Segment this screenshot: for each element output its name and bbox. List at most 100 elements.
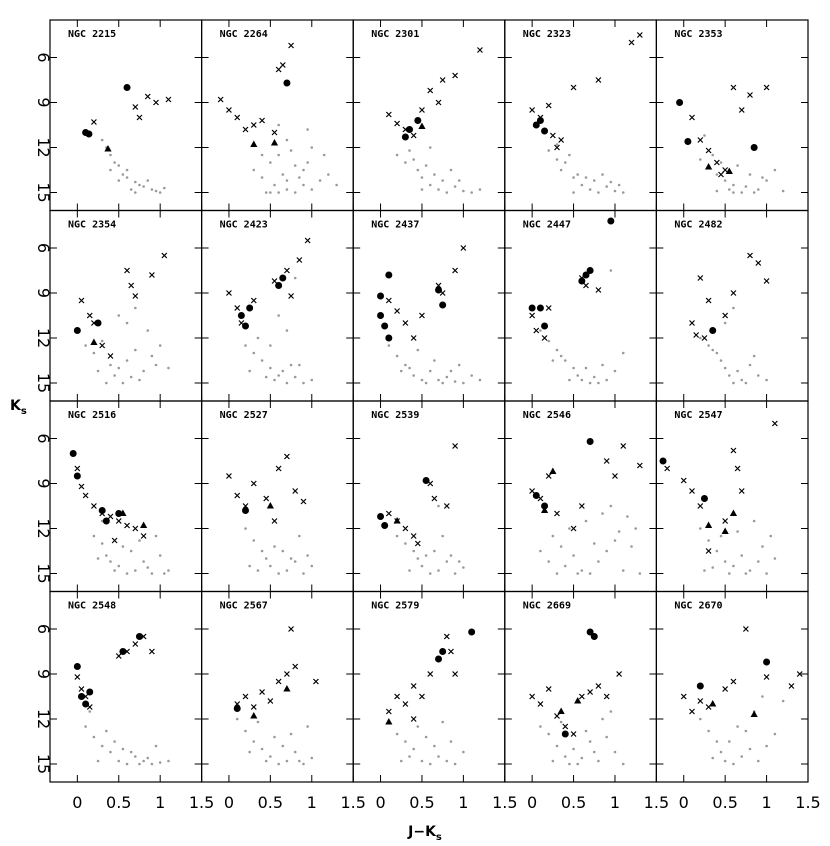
dot xyxy=(395,534,399,538)
dot xyxy=(449,168,453,172)
dot xyxy=(601,717,604,721)
dot xyxy=(293,191,297,194)
cross xyxy=(284,453,290,460)
dot xyxy=(711,566,715,569)
cross xyxy=(742,626,749,632)
cross xyxy=(259,117,265,124)
dot xyxy=(404,363,407,367)
cross xyxy=(90,503,97,509)
dot xyxy=(732,564,735,568)
dot xyxy=(100,138,104,142)
cross xyxy=(549,132,556,139)
cross xyxy=(263,495,270,502)
x-tick-label: 1 xyxy=(458,793,468,812)
dot xyxy=(335,183,338,187)
dot xyxy=(462,566,465,569)
dot xyxy=(773,732,777,736)
dot xyxy=(310,756,314,760)
dot xyxy=(703,569,706,572)
triangle xyxy=(90,338,98,345)
dot xyxy=(269,161,272,164)
dot xyxy=(158,761,162,764)
dot xyxy=(84,344,87,347)
dot xyxy=(761,695,764,698)
filled-circle xyxy=(536,304,544,312)
dot xyxy=(285,569,289,572)
dot xyxy=(129,750,133,754)
dot xyxy=(260,359,264,362)
dot xyxy=(462,750,465,754)
filled-circle xyxy=(696,682,704,690)
x-tick-label: 1.5 xyxy=(340,793,365,812)
x-tick-label: 0 xyxy=(679,793,689,812)
dot xyxy=(105,554,108,557)
dot xyxy=(605,549,608,553)
dot xyxy=(109,168,112,172)
dot xyxy=(134,755,137,758)
cross xyxy=(697,698,704,704)
dot xyxy=(121,747,125,751)
dot xyxy=(117,314,121,317)
dot xyxy=(728,374,731,377)
dot xyxy=(584,176,588,179)
cross xyxy=(595,77,602,83)
cross xyxy=(107,353,114,359)
dot xyxy=(113,740,116,743)
dot xyxy=(621,762,625,766)
triangle xyxy=(709,700,717,707)
dot xyxy=(125,762,129,766)
panel: NGC 2546 xyxy=(504,400,657,593)
dot xyxy=(453,762,457,766)
cross xyxy=(738,107,745,113)
cross xyxy=(271,278,278,284)
dot xyxy=(125,321,129,325)
cross xyxy=(713,159,720,166)
dot xyxy=(715,549,719,553)
cross xyxy=(402,701,409,707)
dot xyxy=(134,191,137,194)
cross xyxy=(529,693,536,700)
dot xyxy=(273,545,276,548)
dot xyxy=(138,378,141,382)
dot xyxy=(142,369,145,373)
cross xyxy=(217,96,224,103)
cross xyxy=(288,42,294,49)
dot xyxy=(121,381,125,385)
cross xyxy=(82,492,89,499)
dot xyxy=(551,359,555,362)
dot xyxy=(707,344,710,347)
filled-circle xyxy=(73,472,81,480)
dot xyxy=(572,191,575,194)
plot-area xyxy=(233,626,319,766)
x-tick-label: 1 xyxy=(761,793,771,812)
y-tick-label: 6 xyxy=(34,52,53,62)
cross xyxy=(697,503,704,509)
y-tick-label: 6 xyxy=(34,243,53,253)
dot xyxy=(732,762,735,766)
dot xyxy=(437,378,440,382)
dot xyxy=(634,527,637,530)
panel: NGC 2567 xyxy=(201,590,354,783)
x-tick-label: 0.5 xyxy=(561,793,586,812)
dot xyxy=(572,176,575,179)
cross xyxy=(763,674,770,680)
y-tick-label: 6 xyxy=(34,624,53,634)
filled-circle xyxy=(381,522,389,529)
dot xyxy=(84,725,87,728)
cross xyxy=(153,99,159,106)
cross xyxy=(296,257,303,263)
dot xyxy=(428,183,432,187)
filled-circle xyxy=(536,117,544,124)
cross xyxy=(275,678,282,685)
filled-circle xyxy=(586,438,594,445)
cross xyxy=(595,683,602,689)
panel-title: NGC 2354 xyxy=(68,220,116,231)
cross xyxy=(562,723,569,730)
dot xyxy=(605,378,608,382)
panel-frame xyxy=(655,209,809,402)
cross xyxy=(452,72,459,79)
dot xyxy=(748,747,752,751)
panel-frame xyxy=(504,19,657,212)
filled-circle xyxy=(123,84,131,91)
dot xyxy=(765,179,768,182)
